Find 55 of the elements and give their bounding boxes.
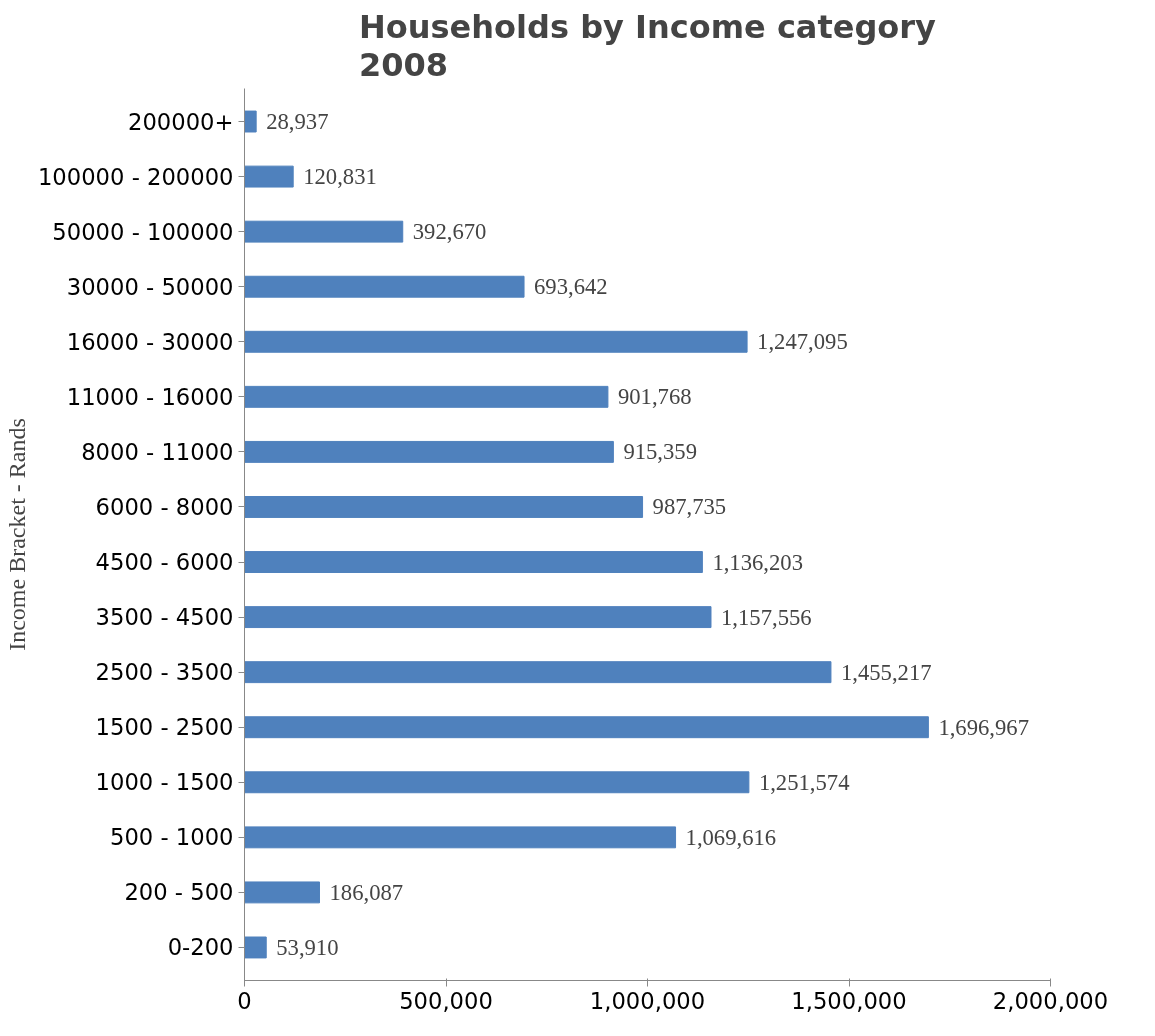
y-tick-label: 500 - 1000 xyxy=(110,824,234,851)
y-tick-label: 0-200 xyxy=(167,934,234,961)
y-tick-label: 2500 - 3500 xyxy=(95,659,234,686)
y-tick-label: 4500 - 6000 xyxy=(95,549,234,576)
x-tick-label: 2,000,000 xyxy=(992,987,1109,1014)
bar xyxy=(244,165,294,188)
y-tick-label: 3500 - 4500 xyxy=(95,604,234,631)
bar xyxy=(244,496,644,518)
data-label: 1,136,203 xyxy=(712,549,804,575)
x-tick-label: 0 xyxy=(237,987,252,1014)
bar xyxy=(244,606,712,629)
y-tick-label: 6000 - 8000 xyxy=(95,493,234,520)
data-label: 53,910 xyxy=(276,934,339,960)
data-label: 1,251,574 xyxy=(758,769,850,795)
bar xyxy=(244,330,748,353)
data-label: 1,696,967 xyxy=(938,714,1029,740)
data-label: 186,087 xyxy=(329,879,404,905)
data-label: 1,069,616 xyxy=(685,824,777,850)
bar xyxy=(244,220,404,243)
y-axis-title: Income Bracket - Rands xyxy=(3,418,30,651)
bar xyxy=(244,936,267,959)
data-label: 1,157,556 xyxy=(721,604,812,630)
data-label: 120,831 xyxy=(303,164,377,190)
bar xyxy=(244,881,320,904)
bar xyxy=(244,385,609,408)
y-tick-label: 200 - 500 xyxy=(124,879,234,906)
y-tick-label: 8000 - 11000 xyxy=(81,438,234,465)
bar xyxy=(244,110,257,133)
x-tick-label: 1,000,000 xyxy=(589,987,706,1014)
data-label: 28,937 xyxy=(266,109,329,135)
bar xyxy=(244,826,677,849)
y-tick-label: 1000 - 1500 xyxy=(95,769,234,796)
data-label: 987,735 xyxy=(652,494,727,520)
bar xyxy=(244,716,929,739)
bar xyxy=(244,771,750,794)
data-label: 392,670 xyxy=(412,219,487,245)
data-label: 693,642 xyxy=(534,274,608,300)
y-tick-label: 100000 - 200000 xyxy=(37,163,234,190)
bar xyxy=(244,551,703,573)
bar xyxy=(244,661,832,684)
data-label: 1,455,217 xyxy=(840,659,932,685)
y-tick-label: 30000 - 50000 xyxy=(66,273,234,300)
y-tick-label: 16000 - 30000 xyxy=(66,328,234,355)
x-tick-label: 500,000 xyxy=(399,987,493,1014)
y-tick-label: 11000 - 16000 xyxy=(66,383,234,410)
data-label: 901,768 xyxy=(617,384,692,410)
data-label: 1,247,095 xyxy=(757,329,848,355)
bar xyxy=(244,440,614,463)
chart-title: Households by Income category 2008 xyxy=(359,7,937,84)
bar xyxy=(244,275,525,298)
y-tick-label: 1500 - 2500 xyxy=(95,714,234,741)
data-label: 915,359 xyxy=(623,439,698,465)
x-tick-label: 1,500,000 xyxy=(791,987,907,1014)
y-tick-label: 200000+ xyxy=(128,108,234,135)
y-tick-label: 50000 - 100000 xyxy=(52,218,234,245)
